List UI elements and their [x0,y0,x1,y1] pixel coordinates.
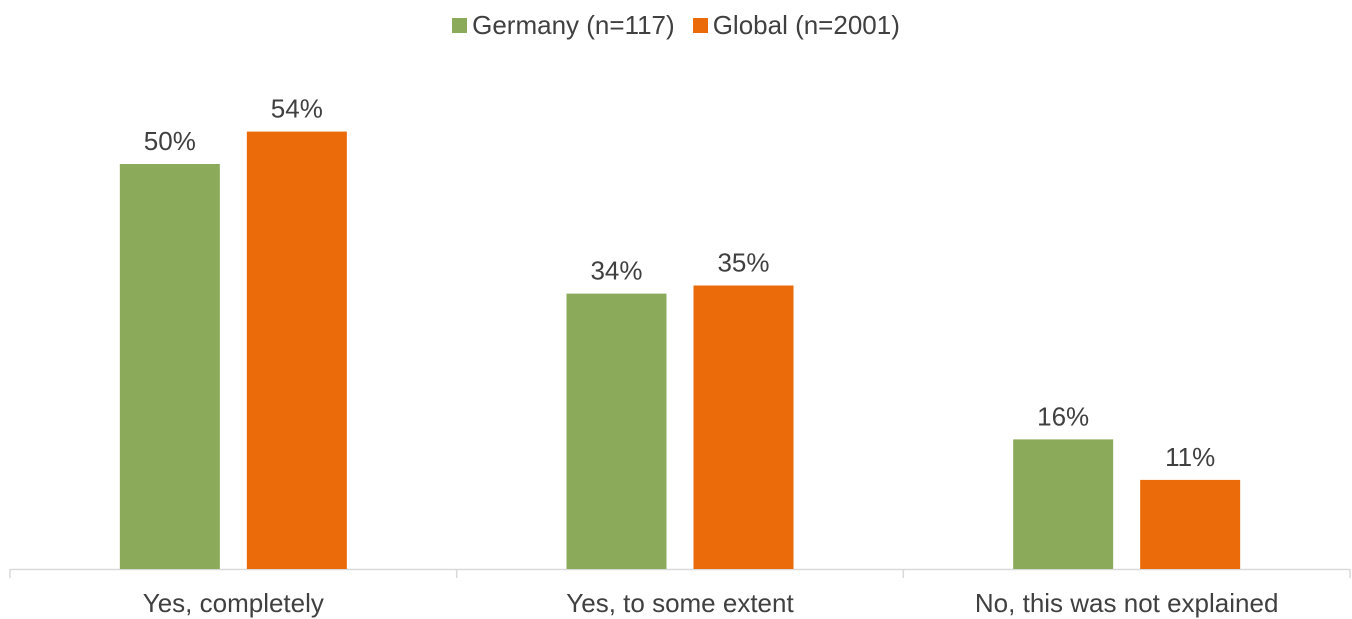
legend-label-global: Global (n=2001) [712,10,900,40]
bar-germany [1013,439,1114,569]
data-label: 50% [144,126,196,156]
legend-item-germany: Germany (n=117) [452,10,675,41]
data-label: 16% [1037,401,1089,431]
bar-global [693,285,794,569]
x-tick-label: Yes, completely [143,588,324,618]
data-label: 35% [717,248,769,278]
x-tick-label: No, this was not explained [975,588,1279,618]
x-tick-label: Yes, to some extent [566,588,794,618]
data-label: 11% [1165,442,1215,472]
data-label: 54% [271,94,323,124]
bar-germany [119,164,220,569]
legend-item-global: Global (n=2001) [692,10,900,41]
legend-swatch-germany [452,18,468,33]
legend-swatch-global [692,18,708,33]
legend-label-germany: Germany (n=117) [472,10,675,40]
bar-global [246,131,347,569]
data-label: 34% [590,256,642,286]
bar-global [1140,479,1241,569]
bar-germany [566,293,667,569]
chart-legend: Germany (n=117) Global (n=2001) [0,10,1352,41]
